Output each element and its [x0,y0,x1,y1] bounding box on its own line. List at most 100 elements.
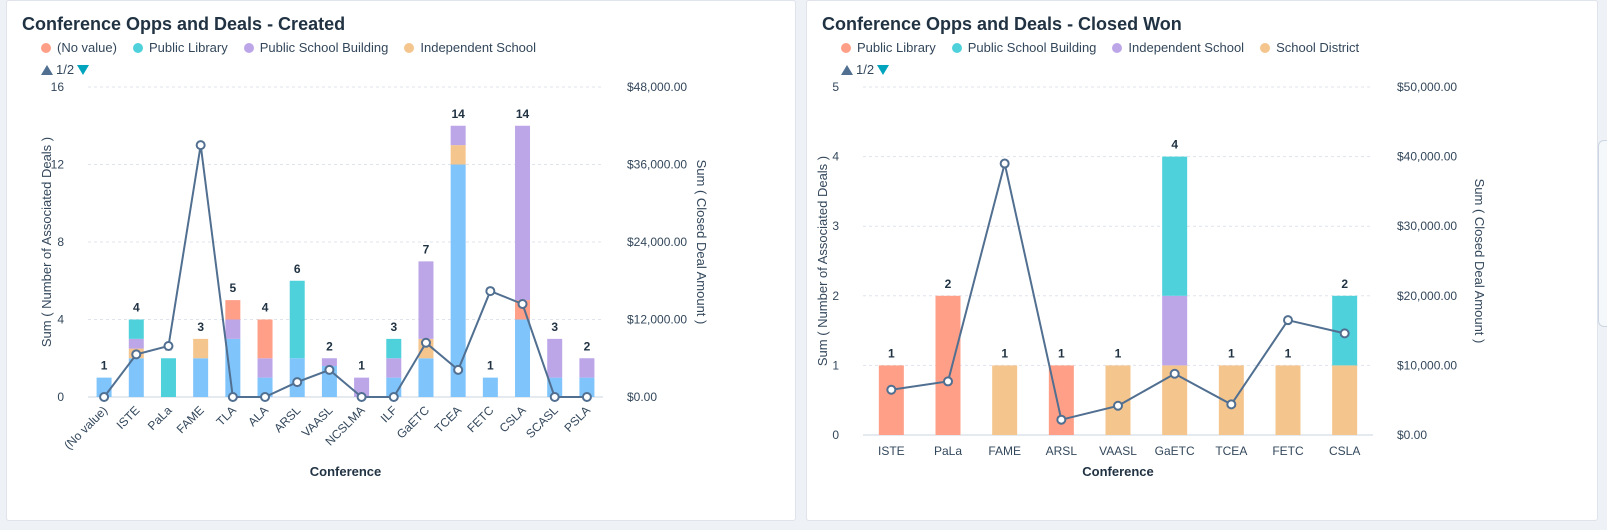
line-point [1056,414,1067,425]
chart-legend: (No value) Public Library Public School … [41,40,536,55]
bar-segment [482,377,498,397]
line-point [292,377,303,388]
bar-total-label: 1 [358,359,365,373]
x-tick-label: PaLa [934,444,962,458]
legend-item-public-school-building[interactable]: Public School Building [243,40,388,55]
legend-item-independent-school[interactable]: Independent School [1112,40,1244,55]
y-tick-label: 5 [832,80,839,94]
legend-dot-icon [951,42,962,53]
y-axis-title: Sum ( Number of Associated Deals ) [39,137,54,347]
bar-segment [160,358,176,397]
x-tick-label: FAME [174,403,207,436]
y2-tick-label: $30,000.00 [1397,219,1457,233]
bar-segment [193,338,209,359]
triangle-up-icon[interactable] [841,64,853,75]
chart-card-closed-won: Conference Opps and Deals - Closed Won P… [806,0,1598,521]
line-point [99,392,110,402]
x-tick-label: ILF [378,403,400,425]
bar-total-label: 4 [133,301,140,315]
bar-segment [515,319,531,397]
line-point [886,384,897,395]
bar-segment [418,358,434,397]
bar-segment [515,125,531,301]
x-tick-label: SCASL [523,403,561,441]
bar-segment [386,338,402,359]
bar-segment [579,358,595,378]
x-tick-label: ARSL [1046,444,1078,458]
x-tick-label: TCEA [432,403,465,436]
bar-total-label: 1 [101,359,108,373]
bar-segment [878,365,904,435]
bar-segment [321,358,337,366]
line-point [517,299,528,309]
y2-tick-label: $0.00 [1397,428,1427,442]
legend-item-independent-school[interactable]: Independent School [404,40,536,55]
legend-dot-icon [404,42,415,53]
bar-segment [193,358,209,397]
legend-pager: 1/2 [41,62,90,77]
bar-total-label: 2 [945,277,952,291]
x-tick-label: ISTE [114,403,143,432]
y-tick-label: 4 [832,150,839,164]
legend-item-public-library[interactable]: Public Library [841,40,936,55]
bar-total-label: 2 [326,339,333,353]
triangle-up-icon[interactable] [41,64,53,75]
x-tick-label: ISTE [878,444,905,458]
bar-total-label: 4 [1171,138,1178,152]
bar-segment [225,300,241,320]
y-tick-label: 1 [832,358,839,372]
panel-resize-handle[interactable] [1598,140,1607,327]
x-tick-label: TLA [213,403,238,428]
bar-segment [450,164,466,397]
line-point [1226,399,1237,410]
bar-total-label: 1 [1115,346,1122,360]
chart-title: Conference Opps and Deals - Closed Won [822,14,1182,34]
bar-segment [1162,156,1188,296]
legend-item-no-value[interactable]: (No value) [41,40,117,55]
chart-legend: Public Library Public School Building In… [841,40,1359,55]
x-tick-label: FETC [1272,444,1304,458]
triangle-down-icon[interactable] [77,64,90,75]
x-tick-label: ALA [245,403,271,429]
line-point [1113,400,1123,411]
legend-label: School District [1276,40,1360,55]
bar-total-label: 3 [197,320,204,334]
line-point [1283,315,1293,326]
bar-segment [935,295,961,435]
y-tick-label: 3 [832,219,839,233]
bar-total-label: 1 [1001,346,1008,360]
x-tick-label: GaETC [394,403,432,441]
bar-segment [257,358,273,378]
y2-axis-title: Sum ( Closed Deal Amount ) [694,160,709,325]
bar-segment [1332,365,1358,435]
closed-won-chart-plot: 0 1 2 3 4 5 $0.00 $10,000.00 $20,000.00 $30,000.0… [815,80,1487,479]
line-point [227,392,238,402]
legend-label: Public Library [148,40,228,55]
legend-item-public-library[interactable]: Public Library [132,40,228,55]
y2-tick-label: $12,000.00 [627,313,687,327]
bar-total-label: 1 [888,346,895,360]
triangle-down-icon[interactable] [877,64,890,75]
x-tick-label: TCEA [1215,444,1247,458]
pager-label: 1/2 [56,62,75,77]
bar-segment [450,145,466,165]
legend-item-public-school-building[interactable]: Public School Building [951,40,1096,55]
y-tick-label: 8 [57,235,64,249]
y-axis-title: Sum ( Number of Associated Deals ) [815,156,830,366]
y2-tick-label: $0.00 [627,390,657,404]
line-point [260,392,271,402]
chart-card-created: Conference Opps and Deals - Created (No … [6,0,796,521]
line-point [485,286,496,297]
bar-total-label: 2 [584,339,591,353]
legend-item-school-district[interactable]: School District [1260,40,1359,55]
line-point [453,364,464,375]
line-point [999,158,1010,169]
bar-segment [579,377,595,397]
y-tick-label: 16 [51,80,65,94]
bar-total-label: 14 [516,107,530,121]
bar-total-label: 1 [487,359,494,373]
line-point [356,392,367,402]
legend-pager: 1/2 [841,62,890,77]
line-point [163,340,174,351]
y-tick-label: 12 [51,158,65,172]
